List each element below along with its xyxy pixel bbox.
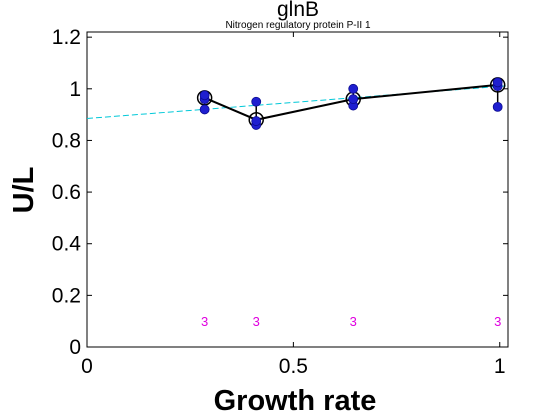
replicate-point-1-1 [199, 104, 210, 115]
plot-area [86, 31, 509, 348]
replicate-point-2-2 [251, 116, 262, 126]
replicate-point-3-3 [348, 83, 359, 94]
count-label-1: 3 [201, 314, 208, 329]
y-axis-label: U/L [8, 167, 40, 214]
x-tick-label-3: 1 [494, 355, 506, 378]
y-tick-label-1: 0 [69, 336, 81, 359]
points-layer [199, 77, 503, 130]
replicate-point-4-1 [492, 101, 503, 112]
y-tick-label-6: 1 [69, 78, 81, 101]
x-axis-label: Growth rate [214, 385, 377, 417]
chart-title: glnB [277, 0, 319, 21]
chart-subtitle: Nitrogen regulatory protein P-II 1 [225, 20, 371, 31]
replicate-point-4-3 [492, 77, 503, 88]
y-tick-label-2: 0.2 [52, 284, 81, 307]
y-tick-label-5: 0.8 [52, 129, 81, 152]
y-tick-label-4: 0.6 [52, 181, 81, 204]
x-tick-label-1: 0 [81, 355, 93, 378]
replicate-point-2-3 [251, 96, 262, 107]
count-label-4: 3 [494, 314, 501, 329]
replicate-point-1-3 [199, 90, 210, 101]
y-tick-label-7: 1.2 [52, 26, 81, 49]
count-label-2: 3 [253, 314, 260, 329]
counts-layer: 3 3 3 3 [201, 314, 501, 329]
mean-series-line [204, 83, 498, 121]
ticks-layer: 0 0.5 1 0 0.2 0.4 0.6 0.8 1 1.2 [52, 26, 508, 378]
count-label-3: 3 [350, 314, 357, 329]
y-tick-label-3: 0.4 [52, 233, 82, 256]
x-tick-label-2: 0.5 [279, 355, 308, 378]
replicate-point-3-2 [348, 94, 359, 105]
